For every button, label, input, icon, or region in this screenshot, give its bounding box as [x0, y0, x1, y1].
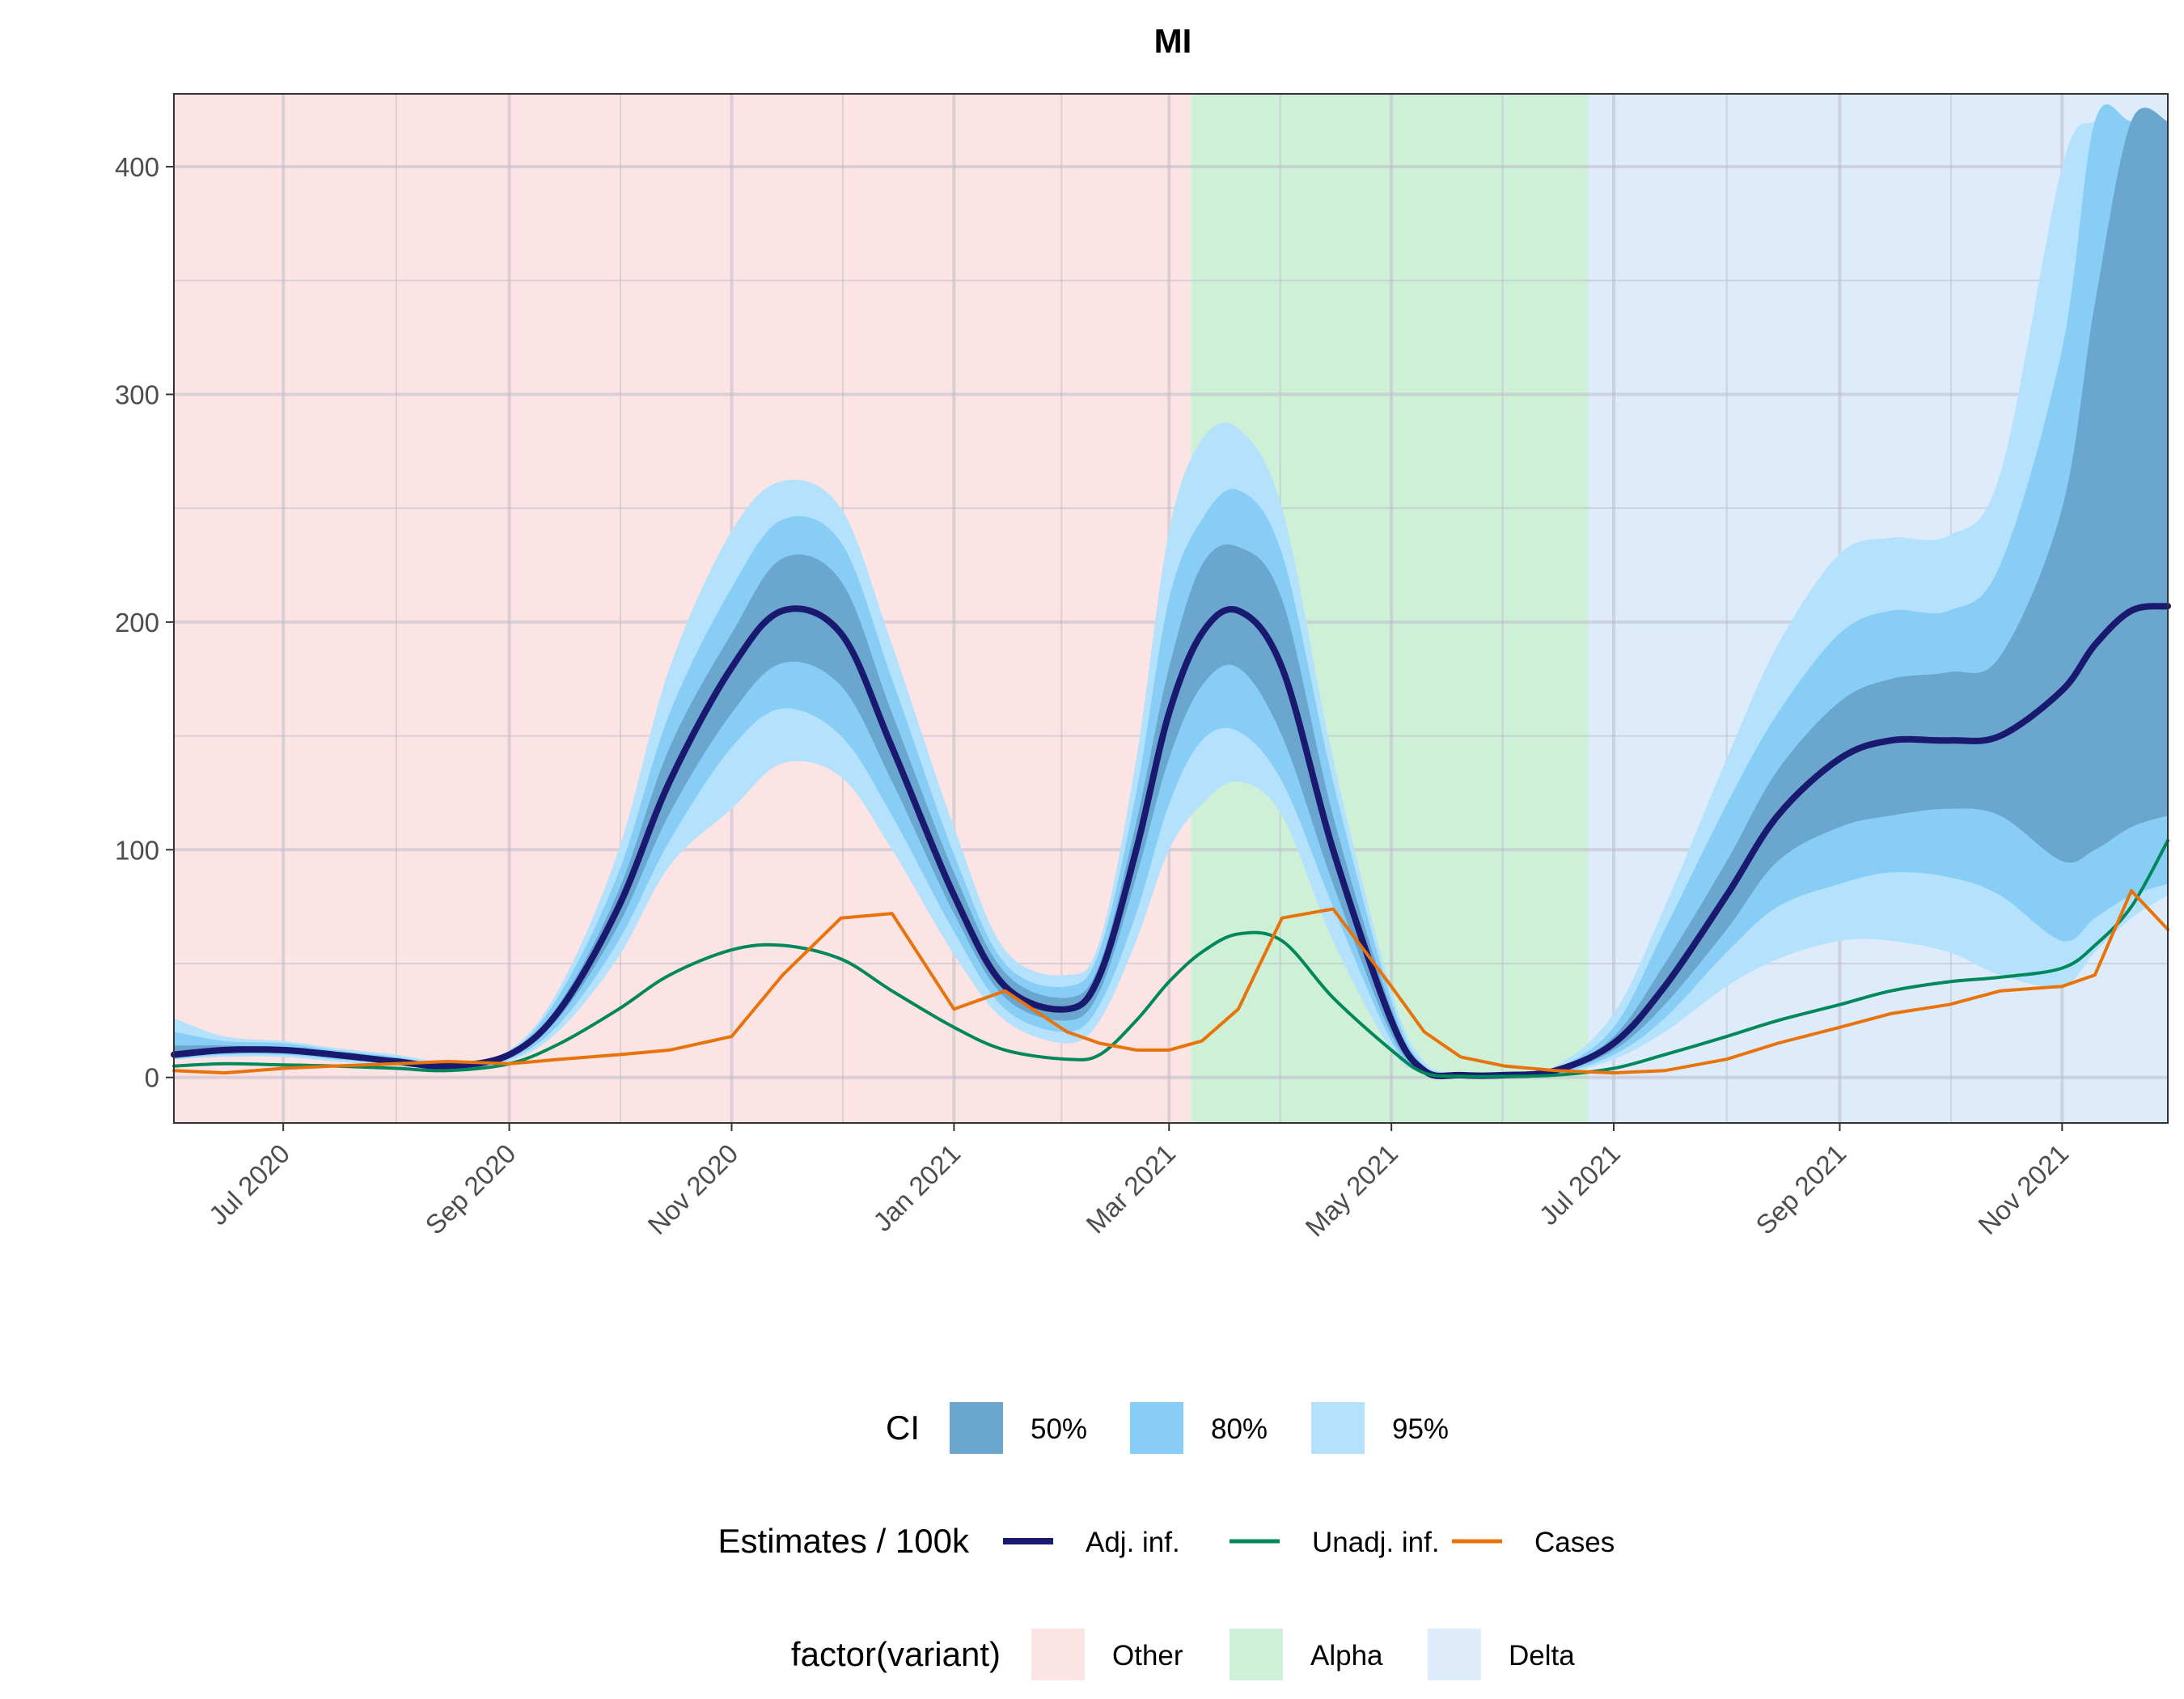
- ci-band-80pct: [174, 104, 2168, 1077]
- y-tick-label: 200: [115, 608, 159, 638]
- y-tick-label: 400: [115, 152, 159, 182]
- legend-key: [1031, 1629, 1085, 1680]
- x-tick-label: May 2021: [1299, 1138, 1403, 1243]
- legend-label: Cases: [1534, 1527, 1615, 1558]
- legend-title: factor(variant): [791, 1635, 1001, 1673]
- x-tick-label: Jan 2021: [867, 1138, 966, 1237]
- y-tick-label: 300: [115, 379, 159, 409]
- x-tick-label: Mar 2021: [1080, 1138, 1181, 1239]
- x-tick-label: Jul 2021: [1534, 1138, 1626, 1231]
- legend-label: 80%: [1211, 1413, 1268, 1445]
- legend-label: 50%: [1031, 1413, 1087, 1445]
- series-line-unadj-inf: [172, 839, 2169, 1078]
- legend-label: 95%: [1392, 1413, 1449, 1445]
- x-tick-label: Nov 2021: [1972, 1138, 2074, 1240]
- series-line-cases: [172, 889, 2169, 1075]
- legend-label: Delta: [1509, 1640, 1575, 1671]
- series-line-adj-inf: [171, 603, 2171, 1079]
- legend-label: Adj. inf.: [1086, 1527, 1180, 1558]
- legend-key: [1230, 1629, 1283, 1680]
- variant-period-other: [174, 94, 1191, 1123]
- x-tick-label: Sep 2020: [419, 1138, 521, 1240]
- legend-label: Alpha: [1310, 1640, 1383, 1671]
- chart-title: MI: [1154, 22, 1192, 60]
- legend-label: Other: [1112, 1640, 1183, 1671]
- series-lines: [171, 603, 2171, 1079]
- plot-panel-border: [173, 93, 2169, 1124]
- legend-label: Unadj. inf.: [1312, 1527, 1440, 1558]
- x-tick-label: Jul 2020: [203, 1138, 295, 1231]
- legend-title: CI: [886, 1409, 920, 1447]
- legend-key: [950, 1402, 1003, 1454]
- legend-title: Estimates / 100k: [718, 1522, 970, 1560]
- x-tick-label: Sep 2021: [1750, 1138, 1852, 1240]
- legend-key: [1311, 1402, 1365, 1454]
- y-tick-label: 0: [145, 1063, 159, 1093]
- legend-key: [1428, 1629, 1481, 1680]
- legend: CI 50% 80% 95% Estimates / 100k Adj. inf. Unad…: [718, 1402, 1615, 1680]
- legend-key: [1130, 1402, 1183, 1454]
- ci-bands: [174, 104, 2168, 1077]
- y-tick-label: 100: [115, 835, 159, 865]
- x-tick-label: Nov 2020: [641, 1138, 743, 1240]
